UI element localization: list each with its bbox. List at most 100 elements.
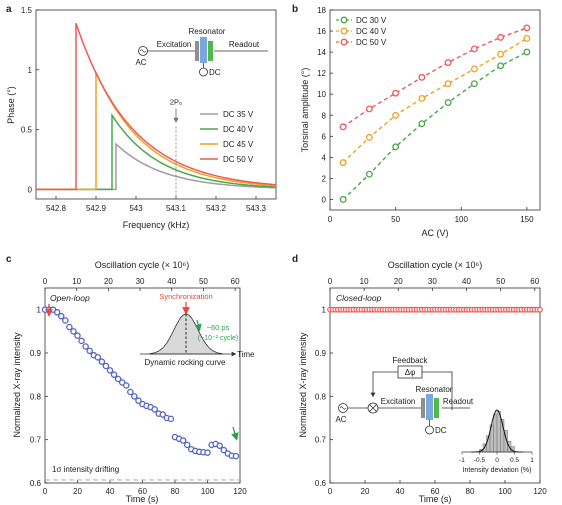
panel-a-xtick-label: 542.9	[86, 204, 107, 213]
panel-d-histogram-inset: -1 -0.5 0 0.5 1 Intensity deviation (%)	[459, 409, 534, 474]
panel-c-xtick-label: 20	[73, 487, 82, 496]
panel-b-ytick-label: 14	[317, 48, 326, 57]
panel-c-top-tick-label: 20	[104, 277, 113, 286]
panel-a-legend: DC 35 V DC 40 V DC 45 V DC 50 V	[200, 110, 254, 164]
panel-d-top-tick-label: 50	[496, 277, 505, 286]
panel-d-top-tick-label: 0	[328, 277, 333, 286]
panel-a-dc-label: DC	[209, 68, 221, 77]
panel-d-top-axis: 0 10 20 30 40 50 60	[328, 277, 540, 291]
panel-c-point	[159, 411, 167, 418]
panel-a-readout-label: Readout	[229, 40, 260, 49]
panel-c-xtick-label: 80	[171, 487, 180, 496]
panel-b-point	[392, 111, 400, 119]
panel-a-legend-label: DC 45 V	[223, 140, 254, 149]
panel-b-point	[523, 48, 531, 56]
panel-d-resonator-plate-icon	[426, 394, 433, 420]
panel-c-point	[135, 397, 142, 404]
panel-d-excitation-label: Excitation	[381, 397, 416, 406]
panel-a-2p0-label: 2P₀	[170, 97, 182, 106]
panel-label-c: c	[6, 254, 12, 265]
panel-a-resonator-plate-icon	[200, 37, 207, 63]
panel-a-xtick-label: 543.1	[166, 204, 187, 213]
panel-d-dc-label: DC	[435, 426, 447, 435]
panel-b-point	[339, 159, 347, 167]
panel-d-ac-wave-icon	[339, 406, 347, 410]
panel-c-top-tick-label: 10	[72, 277, 81, 286]
panel-a-ytick-label: 0	[28, 185, 33, 194]
panel-b-point	[523, 34, 531, 42]
panel-c-top-tick-label: 50	[199, 277, 208, 286]
panel-b-amplitude-chart: 0 2 4 6 8 10 12 14 16 18 0 50 100 150 DC 30 V DC 40 V…	[300, 6, 541, 238]
panel-c-ytick-label: 0.8	[30, 392, 42, 401]
panel-d-xtick-label: 60	[431, 487, 440, 496]
panel-c-shift-arrow	[194, 319, 202, 332]
panel-b-point	[392, 143, 400, 151]
panel-c-point	[127, 388, 134, 396]
panel-b-legend-marker	[340, 38, 348, 46]
panel-b-point	[444, 59, 452, 67]
panel-c-end-arrow	[231, 426, 239, 441]
panel-d-mixer-cross-icon	[369, 404, 377, 412]
panel-c-point	[114, 375, 122, 383]
panel-c-point	[82, 343, 89, 350]
panel-a-xtick-label: 543.3	[246, 204, 267, 213]
panel-c-top-tick-label: 30	[136, 277, 145, 286]
panel-c-frame	[44, 287, 241, 484]
panel-d-top-tick-label: 30	[428, 277, 437, 286]
panel-a-frame	[35, 9, 277, 200]
panel-c-ytick-label: 1	[37, 306, 42, 315]
panel-d-histogram-fit	[470, 409, 524, 453]
panel-c-time-label: Time	[237, 350, 255, 359]
panel-c-point	[94, 354, 102, 361]
panel-b-legend-label: DC 40 V	[356, 27, 387, 36]
panel-c-xtick-label: 60	[138, 487, 147, 496]
panel-d-xlabel: Time (s)	[419, 494, 452, 504]
panel-b-legend-marker	[340, 27, 348, 35]
panel-c-point	[102, 362, 110, 370]
panel-d-top-xlabel: Oscillation cycle (× 10⁶)	[388, 260, 483, 270]
panel-d-ytick-label: 1	[322, 306, 327, 315]
panel-d-dc-source-icon	[425, 425, 434, 435]
panel-d-feedback-return-wire	[422, 371, 453, 410]
panel-b-point	[470, 45, 478, 53]
panel-c-xlabel: Time (s)	[126, 494, 159, 504]
panel-d-histogram-ticks: -1 -0.5 0 0.5 1	[459, 452, 534, 464]
panel-b-legend-label: DC 50 V	[356, 38, 387, 47]
panel-c-curve-label: Dynamic rocking curve	[145, 358, 226, 367]
panel-c-xtick-label: 100	[201, 487, 215, 496]
panel-a-series-group	[36, 22, 277, 191]
panel-d-delta-phi-label: Δφ	[405, 368, 416, 377]
panel-c-point	[131, 393, 138, 400]
panel-d-electrode-left-icon	[421, 398, 425, 418]
panel-c-point	[66, 323, 73, 331]
panel-b-series-line-2	[342, 37, 528, 164]
panel-a-phase-chart: 0 0.5 1 1.5 542.8 542.9 543 543.1 543.2 543.3 2P…	[6, 6, 277, 230]
panel-d-xtick-label: 20	[361, 487, 370, 496]
panel-d-points-group	[327, 306, 543, 313]
panel-d-histogram-tick-label: 1	[530, 457, 534, 464]
panel-c-point	[74, 332, 81, 339]
panel-c-ylabel: Normalized X-ray intensity	[12, 332, 22, 438]
panel-d-ac-label: AC	[335, 415, 346, 424]
panel-a-series-line-3	[36, 71, 277, 191]
panel-a-series-line-2	[36, 112, 277, 191]
panel-d-electrode-right-icon	[434, 398, 439, 418]
panel-b-y-axis: 0 2 4 6 8 10 12 14 16 18	[317, 6, 333, 204]
panel-b-legend-label: DC 30 V	[356, 16, 387, 25]
panel-a-ytick-label: 0.5	[21, 126, 33, 135]
panel-c-open-loop-chart: Oscillation cycle (× 10⁶) 0 10 20 30 40 50 60 …	[12, 260, 255, 504]
panel-d-point	[537, 306, 543, 313]
panel-c-point	[220, 446, 227, 454]
panel-d-readout-label: Readout	[443, 397, 474, 406]
panel-c-point	[110, 371, 118, 378]
panel-c-point	[204, 449, 211, 456]
panel-d-top-tick-label: 40	[462, 277, 471, 286]
panel-c-rocking-curve-inset: Synchronization Time Dynamic rocking cur…	[140, 292, 255, 367]
panel-c-point	[179, 437, 187, 444]
panel-c-sync-label: Synchronization	[159, 292, 212, 301]
panel-b-point	[497, 50, 505, 58]
panel-c-xtick-label: 40	[106, 487, 115, 496]
panel-a-resonator-schematic: Resonator Excitation Readout AC DC	[135, 27, 268, 77]
panel-a-electrode-right-icon	[208, 41, 213, 61]
panel-b-series-group	[339, 24, 531, 203]
